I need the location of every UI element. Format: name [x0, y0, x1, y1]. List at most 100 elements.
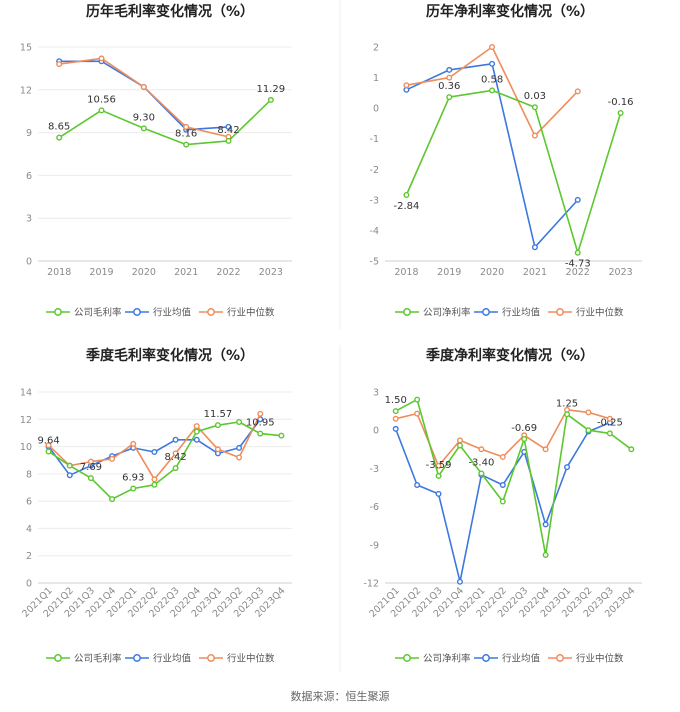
- legend-item: 行业中位数: [548, 307, 624, 319]
- legend-label: 行业中位数: [576, 653, 624, 665]
- data-point: [98, 55, 105, 62]
- data-point: [214, 422, 221, 429]
- data-point: [531, 132, 538, 139]
- data-point: [87, 458, 94, 465]
- data-label: 8.65: [48, 122, 70, 133]
- data-point: [446, 94, 453, 101]
- data-label: 8.16: [175, 129, 197, 140]
- x-tick-label: 2020: [132, 267, 156, 278]
- legend-label: 行业中位数: [227, 653, 275, 665]
- data-point: [56, 134, 63, 141]
- series-line: [48, 421, 282, 500]
- data-point: [172, 465, 179, 472]
- data-point: [414, 396, 421, 403]
- series-company: [403, 87, 624, 256]
- data-point: [236, 419, 243, 426]
- y-tick-label: 0: [26, 257, 32, 268]
- x-tick-label: 2023: [259, 267, 283, 278]
- data-point: [140, 83, 147, 90]
- data-label: 8.42: [164, 452, 186, 463]
- data-point: [531, 244, 538, 251]
- data-point: [130, 485, 137, 492]
- series-industry_median: [403, 44, 581, 139]
- data-label: 9.30: [133, 112, 155, 123]
- data-point: [66, 462, 73, 469]
- legend-item: 公司毛利率: [46, 307, 122, 319]
- data-point: [392, 415, 399, 422]
- chart-title: 历年净利率变化情况（%）: [426, 3, 594, 20]
- data-point: [56, 61, 63, 68]
- x-tick-label: 2018: [394, 267, 418, 278]
- data-point: [456, 442, 463, 449]
- y-tick-label: 6: [26, 497, 32, 508]
- data-point: [574, 249, 581, 256]
- data-label: 7.69: [80, 462, 102, 473]
- data-label: 1.25: [556, 398, 578, 409]
- data-label: 10.56: [87, 94, 116, 105]
- data-point: [446, 74, 453, 81]
- data-label: -2.84: [393, 201, 419, 212]
- data-point: [435, 490, 442, 497]
- data-point: [151, 449, 158, 456]
- series-industry_avg: [45, 416, 264, 479]
- data-point: [489, 44, 496, 51]
- x-tick-label: 2021: [523, 267, 547, 278]
- x-tick-label: 2023: [608, 267, 632, 278]
- y-tick-label: 12: [20, 85, 32, 96]
- legend-item: 行业均值: [125, 307, 192, 319]
- legend-label: 公司净利率: [423, 653, 471, 665]
- legend-label: 公司毛利率: [74, 307, 122, 319]
- data-label: 10.95: [246, 418, 275, 429]
- y-tick-label: -1: [370, 134, 379, 145]
- y-tick-label: -9: [370, 540, 379, 551]
- y-tick-label: 6: [26, 171, 32, 182]
- x-tick-label: 2019: [437, 267, 461, 278]
- legend-swatch-marker: [54, 308, 62, 316]
- data-label: 0.03: [524, 91, 546, 102]
- data-label: 0.36: [438, 81, 460, 92]
- data-point: [109, 455, 116, 462]
- data-point: [489, 60, 496, 67]
- data-point: [183, 123, 190, 130]
- y-tick-label: 12: [20, 415, 32, 426]
- data-point: [98, 107, 105, 114]
- data-point: [66, 472, 73, 479]
- source-note: 数据来源：恒生聚源: [290, 690, 390, 703]
- data-point: [392, 425, 399, 432]
- data-point: [257, 410, 264, 417]
- legend-label: 行业均值: [502, 653, 541, 665]
- data-point: [585, 409, 592, 416]
- data-point: [45, 448, 52, 455]
- series-industry_avg: [403, 60, 581, 251]
- data-label: 9.64: [37, 435, 59, 446]
- data-label: 1.50: [385, 395, 407, 406]
- series-company: [56, 96, 274, 148]
- legend-item: 公司毛利率: [46, 653, 122, 665]
- x-tick-label: 2021: [174, 267, 198, 278]
- legend-item: 公司净利率: [395, 653, 471, 665]
- y-tick-label: 2: [373, 43, 379, 54]
- legend-label: 行业中位数: [576, 307, 624, 319]
- data-point: [542, 521, 549, 528]
- legend-swatch-marker: [403, 308, 411, 316]
- data-point: [478, 446, 485, 453]
- y-tick-label: 3: [373, 388, 379, 399]
- series-line: [59, 57, 229, 138]
- legend-swatch-marker: [207, 308, 215, 316]
- chart-title: 季度净利率变化情况（%）: [425, 347, 594, 364]
- legend-swatch-marker: [403, 654, 411, 662]
- data-label: 11.57: [204, 409, 233, 420]
- data-point: [478, 470, 485, 477]
- data-label: -0.25: [597, 417, 623, 428]
- y-tick-label: 15: [20, 43, 32, 54]
- legend-item: 行业中位数: [199, 653, 275, 665]
- series-line: [58, 99, 272, 146]
- data-point: [403, 82, 410, 89]
- y-tick-label: -3: [370, 195, 379, 206]
- legend-label: 公司净利率: [423, 307, 471, 319]
- y-tick-label: 0: [26, 579, 32, 590]
- legend-label: 公司毛利率: [74, 653, 122, 665]
- legend-label: 行业均值: [153, 307, 192, 319]
- data-point: [446, 66, 453, 73]
